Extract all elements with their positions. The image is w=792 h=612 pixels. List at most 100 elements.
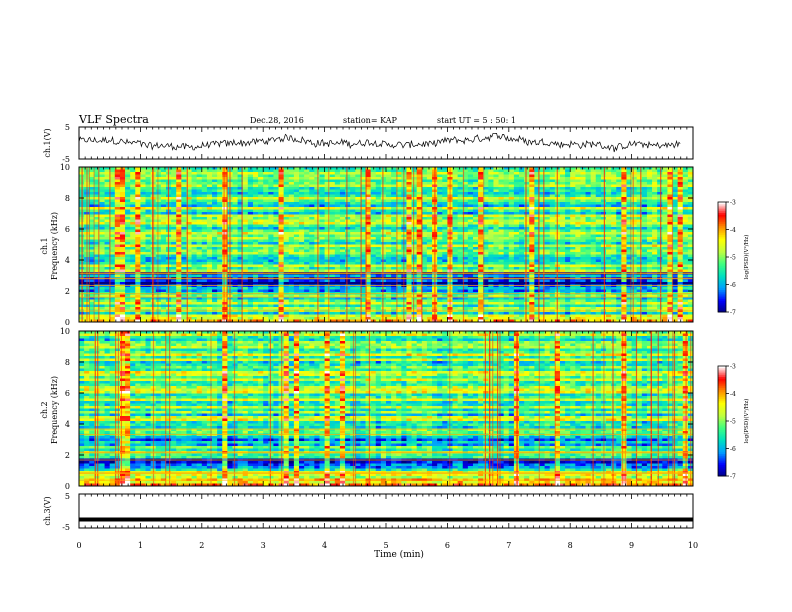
spectrogram-cell <box>150 254 157 258</box>
spectrogram-cell <box>421 279 428 283</box>
spectrogram-cell <box>237 222 244 225</box>
spectrogram-cell <box>104 274 111 278</box>
spectrogram-cell <box>217 312 223 315</box>
spectrogram-cell <box>119 189 126 193</box>
spectrogram-cell <box>472 287 479 290</box>
spectrogram-cell <box>457 269 464 273</box>
spectrogram-cell <box>396 312 402 315</box>
spectrogram-cell <box>227 174 233 178</box>
spectrogram-cell <box>462 189 469 193</box>
spectrogram-cell <box>416 179 423 183</box>
spectrogram-cell <box>135 267 141 270</box>
spectrogram-cell <box>406 204 412 208</box>
spectrogram-cell <box>391 242 397 245</box>
spectrogram-cell <box>365 172 372 175</box>
spectrogram-cell <box>472 304 479 308</box>
spectrogram-cell <box>396 222 402 225</box>
spectrogram-cell <box>191 262 198 265</box>
spectrogram-cell <box>263 214 269 218</box>
spectrogram-cell <box>447 204 453 208</box>
spectrogram-cell <box>478 217 484 220</box>
spectrogram-cell <box>309 264 315 268</box>
spectrogram-cell <box>314 279 320 283</box>
spectrogram-cell <box>99 267 105 270</box>
spectrogram-cell <box>232 317 239 320</box>
spectrogram-cell <box>252 279 259 283</box>
spectrogram-cell <box>370 202 377 205</box>
spectrogram-cell <box>299 234 305 238</box>
spectrogram-cell <box>176 264 182 268</box>
spectrogram-cell <box>375 307 382 310</box>
spectrogram-cell <box>299 214 305 218</box>
spectrogram-cell <box>350 299 356 303</box>
spectrogram-cell <box>293 184 300 188</box>
spectrogram-cell <box>345 222 351 225</box>
spectrogram-cell <box>304 282 310 285</box>
spectrogram-cell <box>457 177 464 180</box>
spectrogram-cell <box>483 182 489 185</box>
spectrogram-cell <box>299 317 305 320</box>
spectrogram-cell <box>375 199 382 203</box>
spectrogram-cell <box>314 182 320 185</box>
spectrogram-cell <box>160 194 167 198</box>
spectrogram-cell <box>176 267 182 270</box>
spectrogram-cell <box>140 279 146 283</box>
spectrogram-cell <box>365 237 372 240</box>
spectrogram-cell <box>140 302 146 305</box>
spectrogram-cell <box>181 307 187 310</box>
spectrogram-cell <box>150 282 157 285</box>
spectrogram-cell <box>222 204 228 208</box>
spectrogram-cell <box>150 197 157 200</box>
spectrogram-cell <box>99 192 105 195</box>
spectrogram-cell <box>416 169 423 173</box>
spectrogram-cell <box>135 232 141 235</box>
spectrogram-cell <box>196 237 203 240</box>
spectrogram-cell <box>201 184 208 188</box>
spectrogram-cell <box>119 192 126 195</box>
spectrogram-cell <box>304 317 310 320</box>
spectrogram-cell <box>396 317 402 320</box>
spectrogram-cell <box>227 192 233 195</box>
spectrogram-cell <box>360 172 366 175</box>
spectrogram-cell <box>104 252 111 255</box>
spectrogram-cell <box>467 279 474 283</box>
spectrogram-cell <box>319 167 325 170</box>
spectrogram-cell <box>155 299 162 303</box>
spectrogram-cell <box>145 217 152 220</box>
spectrogram-cell <box>145 177 152 180</box>
spectrogram-cell <box>99 174 105 178</box>
spectrogram-cell <box>119 289 126 293</box>
spectrogram-cell <box>406 299 412 303</box>
spectrogram-cell <box>222 287 228 290</box>
spectrogram-cell <box>186 204 192 208</box>
spectrogram-cell <box>426 192 433 195</box>
spectrogram-cell <box>478 199 484 203</box>
spectrogram-cell <box>114 302 121 305</box>
spectrogram-cell <box>89 177 95 180</box>
spectrogram-cell <box>416 197 423 200</box>
spectrogram-cell <box>109 194 116 198</box>
spectrogram-cell <box>365 317 372 320</box>
spectrogram-cell <box>201 254 208 258</box>
spectrogram-cell <box>421 174 428 178</box>
spectrogram-cell <box>386 247 392 250</box>
spectrogram-cell <box>462 314 469 318</box>
spectrogram-cell <box>268 174 274 178</box>
spectrogram-cell <box>247 239 254 243</box>
spectrogram-cell <box>421 254 428 258</box>
spectrogram-cell <box>268 197 274 200</box>
spectrogram-cell <box>94 307 100 310</box>
spectrogram-cell <box>447 209 453 213</box>
spectrogram-cell <box>201 229 208 233</box>
spectrogram-cell <box>181 302 187 305</box>
spectrogram-cell <box>411 197 418 200</box>
spectrogram-cell <box>237 167 244 170</box>
spectrogram-cell <box>324 314 331 318</box>
spectrogram-cell <box>324 259 331 263</box>
spectrogram-cell <box>171 247 177 250</box>
spectrogram-cell <box>201 202 208 205</box>
spectrogram-cell <box>212 182 218 185</box>
spectrogram-cell <box>237 279 244 283</box>
spectrogram-cell <box>472 264 479 268</box>
spectrogram-cell <box>462 207 469 210</box>
